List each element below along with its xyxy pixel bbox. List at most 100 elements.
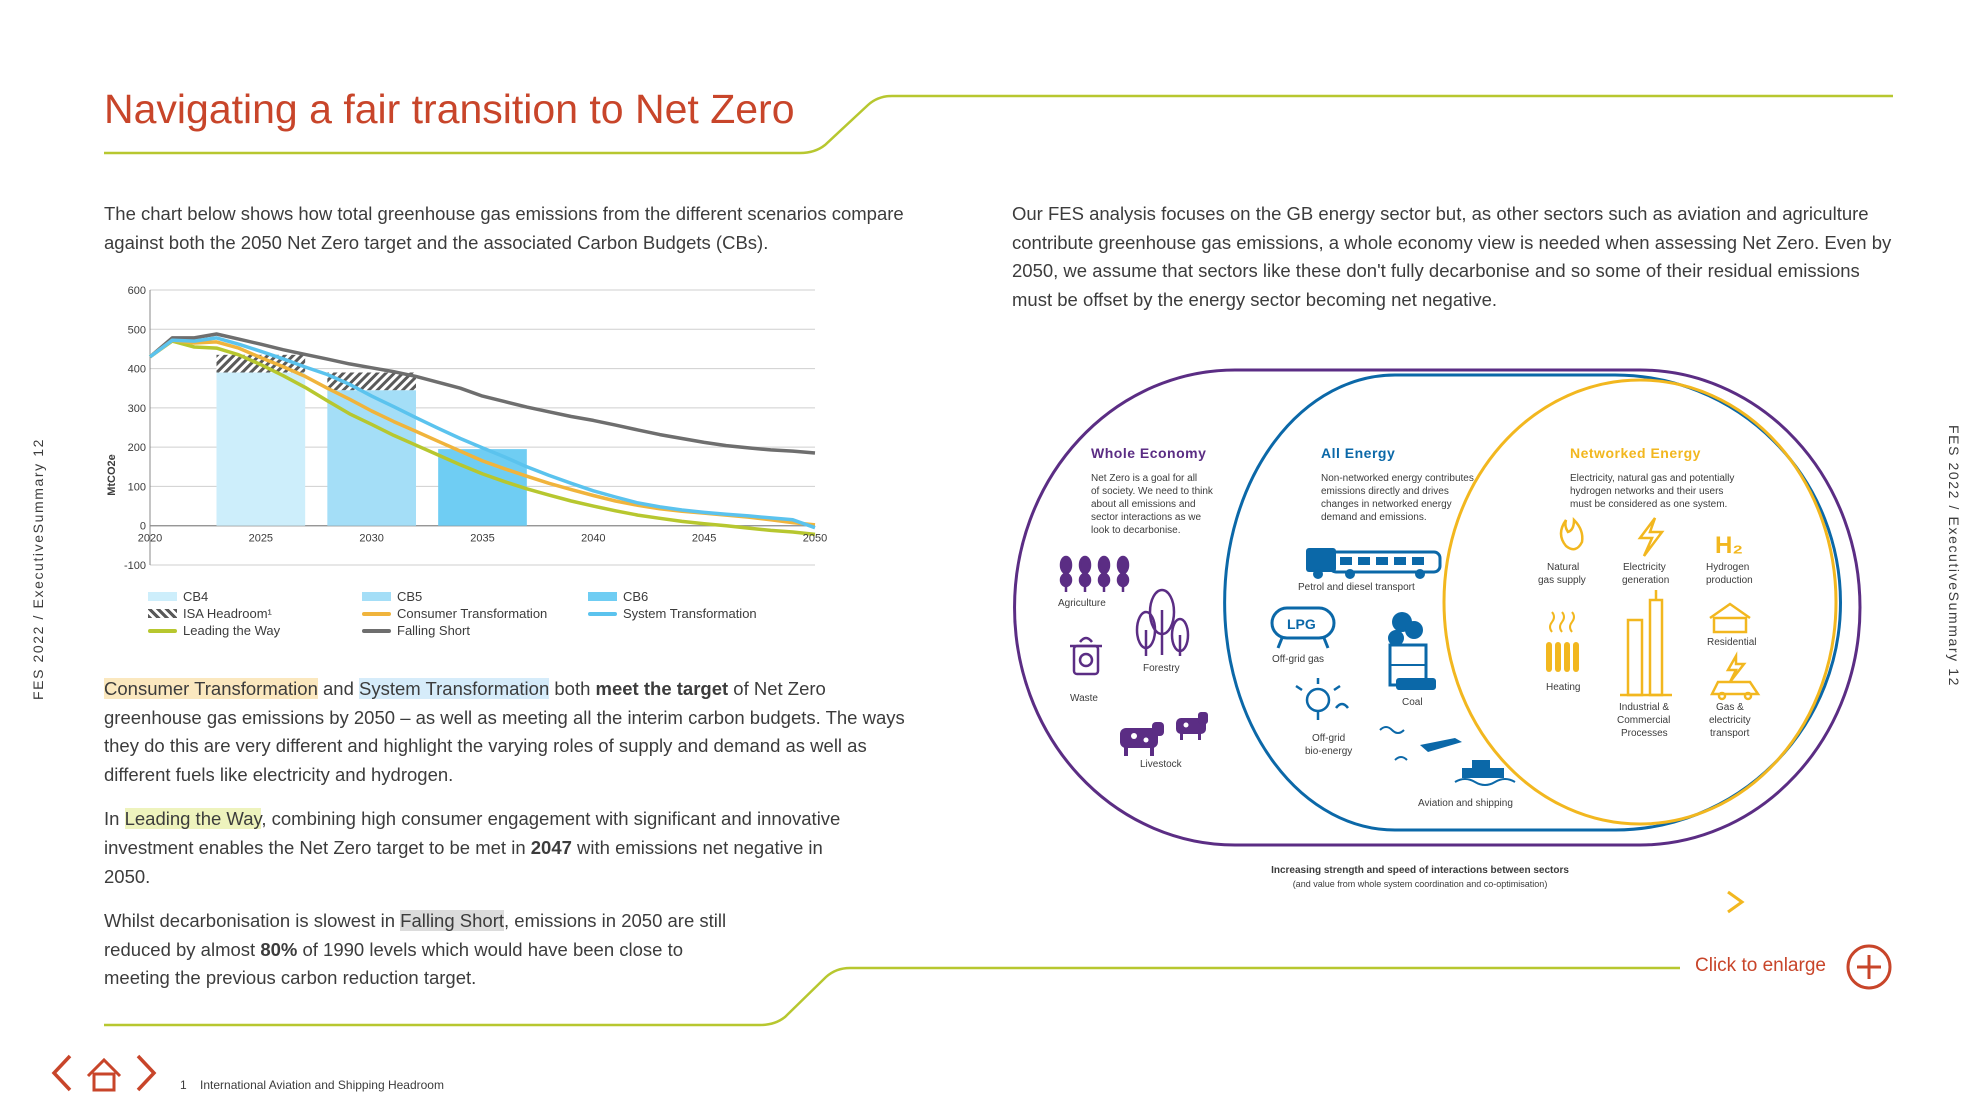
whole-economy-desc: Net Zero is a goal for all of society. W… [1091,473,1216,536]
aviation-shipping-label: Aviation and shipping [1418,798,1513,809]
home-icon[interactable] [86,1057,122,1092]
livestock-icon [1120,712,1208,756]
x-tick-label: 2020 [138,533,162,545]
offgrid-bioenergy-label: Off-grid bio-energy [1305,733,1352,757]
y-tick-label: 100 [128,481,146,493]
petrol-diesel-transport-icon [1306,548,1442,579]
legend-item: CB4 [148,589,208,605]
aviation-shipping-icon [1379,726,1516,786]
industrial-icon [1620,590,1672,697]
industrial-label: Industrial & Commercial Processes [1617,702,1673,739]
paragraph-2: In Leading the Way, combining high consu… [104,808,841,887]
electricity-generation-label: Electricity generation [1622,562,1669,586]
legend-label: ISA Headroom¹ [183,606,272,621]
legend-label: CB5 [397,589,423,604]
legend-swatch [588,611,617,616]
legend-label: Leading the Way [183,623,281,638]
system-transformation-highlight: System Transformation [359,678,550,699]
carbon-budget-cb4 [216,372,306,526]
legend-label: System Transformation [623,606,757,621]
waste-icon [1070,636,1102,676]
forestry-label: Forestry [1143,663,1180,674]
legend-swatch [148,609,177,619]
footnote: 1 International Aviation and Shipping He… [180,1078,444,1092]
x-tick-label: 2050 [803,533,827,545]
y-tick-label: 0 [140,521,146,533]
x-tick-label: 2045 [692,533,716,545]
hydrogen-production-label: Hydrogen production [1706,562,1753,586]
x-tick-label: 2030 [359,533,383,545]
offgrid-gas-label: Off-grid gas [1272,654,1324,665]
heating-label: Heating [1546,682,1580,693]
legend-item: ISA Headroom¹ [148,606,272,622]
ev-charging-icon [1709,651,1761,701]
networked-energy-desc: Electricity, natural gas and potentially… [1570,473,1737,510]
series-line-leading-the-way [148,339,816,537]
arrow-title: Increasing strength and speed of interac… [1271,865,1569,876]
legend-item: CB6 [588,589,648,605]
enlarge-button[interactable] [1846,944,1892,990]
legend-label: CB4 [183,589,209,604]
y-tick-label: 300 [128,403,146,415]
networked-energy-title: Networked Energy [1570,445,1701,461]
legend-label: CB6 [623,589,649,604]
livestock-label: Livestock [1140,759,1183,770]
legend-swatch [362,592,391,602]
series-line-falling-short [148,332,816,455]
x-tick-label: 2040 [581,533,605,545]
x-tick-label: 2035 [470,533,494,545]
agriculture-label: Agriculture [1058,598,1106,609]
agriculture-icon [1059,555,1130,592]
residential-icon [1709,602,1751,634]
waste-label: Waste [1070,693,1098,704]
all-energy-desc: Non-networked energy contributes emissio… [1321,473,1477,523]
consumer-transformation-highlight: Consumer Transformation [104,678,318,699]
all-energy-title: All Energy [1321,445,1395,461]
page-title: Navigating a fair transition to Net Zero [104,86,795,132]
legend-swatch [362,611,391,616]
enlarge-label[interactable]: Click to enlarge [1695,955,1826,976]
whole-economy-title: Whole Economy [1091,445,1206,461]
hydrogen-icon: H₂ [1715,532,1743,559]
leading-the-way-highlight: Leading the Way [124,808,262,830]
intro-right: Our FES analysis focuses on the GB energ… [1012,203,1892,310]
offgrid-bioenergy-icon [1295,678,1349,720]
legend-swatch [362,628,391,633]
y-tick-label: 400 [128,364,146,376]
legend-item: Falling Short [362,623,470,639]
legend-label: Consumer Transformation [397,606,548,621]
next-chevron-icon[interactable] [136,1054,157,1092]
series-line-system-transformation [148,336,816,530]
y-tick-label: 600 [128,285,146,297]
heating-icon [1546,611,1579,672]
paragraph-3: Whilst decarbonisation is slowest in Fal… [104,910,727,989]
legend-swatch [148,592,177,602]
y-tick-label: 200 [128,442,146,454]
coal-icon [1388,612,1436,690]
falling-short-highlight: Falling Short [400,910,504,932]
natural-gas-label: Natural gas supply [1538,562,1586,586]
coal-label: Coal [1402,697,1423,708]
legend-swatch [148,628,177,633]
gas-electricity-transport-label: Gas & electricity transport [1709,702,1753,739]
footnote-number: 1 [180,1078,187,1092]
natural-gas-icon [1559,516,1584,551]
paragraph-1: Consumer Transformation and System Trans… [104,678,905,785]
y-tick-label: 500 [128,324,146,336]
arrow-subtitle: (and value from whole system coordinatio… [1293,879,1548,889]
prev-chevron-icon[interactable] [51,1054,72,1092]
whole-economy-boundary [1013,368,1862,847]
networked-energy-boundary [1442,378,1838,826]
lpg-icon: LPG [1270,606,1336,649]
body-text: Consumer Transformation and System Trans… [104,675,914,1009]
transport-label: Petrol and diesel transport [1298,582,1415,593]
lightning-icon [1637,517,1665,557]
y-tick-label: -100 [124,560,146,572]
legend-swatch [588,592,617,602]
intro-left: The chart below shows how total greenhou… [104,203,904,253]
forestry-icon [1135,588,1190,656]
legend-item: Consumer Transformation [362,606,547,622]
legend-item: System Transformation [588,606,757,622]
